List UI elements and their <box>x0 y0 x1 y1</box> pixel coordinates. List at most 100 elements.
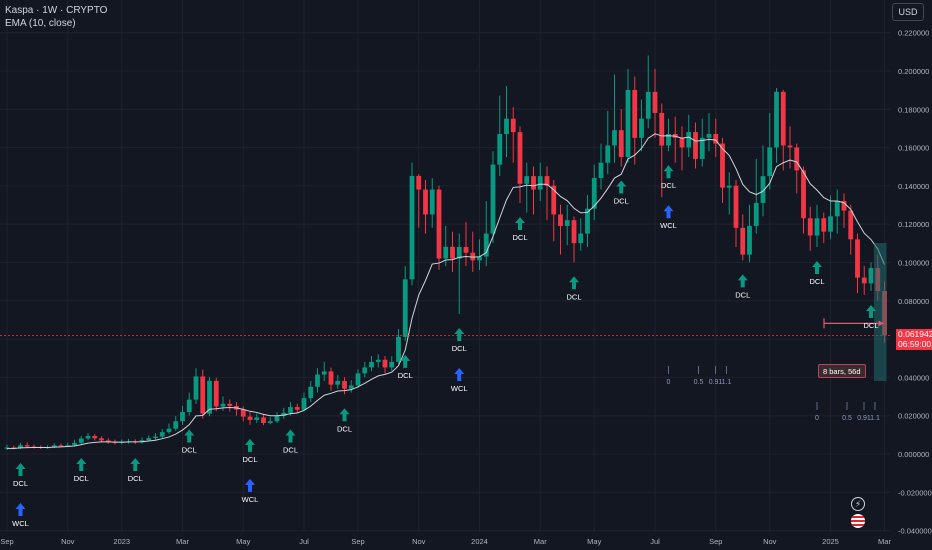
time-tick-label: Jul <box>650 537 660 546</box>
wcl-arrow-icon <box>245 478 255 492</box>
price-tick-label: 0.080000 <box>898 297 929 306</box>
signal-label: WCL <box>242 495 259 504</box>
time-axis[interactable]: Sep Nov 2023 Mar May Jul Sep Nov 2024 Mar May Jul Se… <box>0 532 891 550</box>
candle-body <box>625 89 631 157</box>
candle-body <box>335 381 341 385</box>
indicator-label[interactable]: EMA (10, close) <box>5 18 76 29</box>
candle-body <box>571 220 577 244</box>
candle-body <box>686 132 692 148</box>
candle-body <box>18 445 23 449</box>
candle-body <box>706 134 712 138</box>
time-tick-label: Nov <box>61 537 75 546</box>
price-tick-label: 0.140000 <box>898 182 929 191</box>
dcl-arrow-icon <box>663 165 674 179</box>
signal-label: DCL <box>74 474 89 483</box>
candle-body <box>409 175 415 280</box>
dcl-arrow-icon <box>812 260 822 274</box>
candle-body <box>477 256 482 261</box>
candle-body <box>396 336 401 362</box>
time-axis-bg <box>0 532 890 550</box>
candle-body <box>58 445 64 447</box>
candle-body <box>868 268 874 284</box>
candle-body <box>207 380 212 414</box>
candle-body <box>51 445 57 448</box>
fib-label: 0.91 <box>857 415 871 422</box>
signal-label: WCL <box>660 221 677 230</box>
candle-body <box>564 220 570 226</box>
candle-body <box>760 176 766 203</box>
candle-body <box>740 227 746 255</box>
candle-body <box>429 189 435 215</box>
candle-body <box>531 176 536 190</box>
candle-body <box>834 201 840 217</box>
price-axis[interactable]: 0.220000 0.200000 0.180000 0.160000 0.140000… <box>890 0 932 550</box>
candle-body <box>747 225 752 255</box>
candle-body <box>78 438 84 443</box>
candle-body <box>679 137 685 148</box>
signal-label: DCL <box>452 344 467 353</box>
candle-body <box>173 421 179 429</box>
candle-body <box>787 145 793 148</box>
candle-body <box>551 185 557 215</box>
signal-label: DCL <box>13 479 28 488</box>
fib-label: 0.5 <box>694 379 704 386</box>
fib-scales: 0 0.5 0.91 1.10 0.5 0.91 1.1 <box>667 366 880 422</box>
candle-body <box>288 407 293 413</box>
us-flag-icon[interactable] <box>851 514 865 528</box>
candle-body <box>402 279 408 337</box>
price-tick-label: 0.220000 <box>898 29 929 38</box>
last-price-tag: 0.061942 06:59:00 <box>896 329 932 350</box>
candle-body <box>227 403 233 406</box>
candle-body <box>416 175 422 190</box>
candles <box>4 55 887 450</box>
candle-body <box>645 91 651 119</box>
candle-body <box>639 118 644 138</box>
dcl-arrow-icon <box>400 354 411 368</box>
price-tick-label: 0.100000 <box>898 259 929 268</box>
price-tick-label: -0.020000 <box>898 488 932 497</box>
ema-line <box>6 133 885 450</box>
fib-label: 0 <box>815 415 819 422</box>
candle-body <box>362 367 368 374</box>
candle-body <box>537 176 543 190</box>
candle-body <box>450 246 455 259</box>
dcl-arrow-icon <box>130 458 141 472</box>
time-tick-label: 2024 <box>471 537 488 546</box>
time-tick-label: Sep <box>0 537 13 546</box>
candle-body <box>180 412 185 422</box>
candle-body <box>605 145 611 163</box>
signal-label: DCL <box>337 424 352 433</box>
candle-body <box>92 435 98 439</box>
flash-icon[interactable]: ⚡ <box>851 497 865 511</box>
fib-label: 0.91 <box>709 379 723 386</box>
time-tick-label: 2023 <box>113 537 130 546</box>
candle-body <box>659 112 665 146</box>
price-axis-bg <box>890 0 932 550</box>
currency-button[interactable]: USD <box>892 3 924 21</box>
time-tick-label: Mar <box>176 537 189 546</box>
signal-markers: DCL WCL DCL DCL DCL DCL WCL DCL DCL DCL DCL WCL DCL D… <box>12 165 879 528</box>
candle-body <box>301 398 307 410</box>
candle-body <box>470 252 476 261</box>
signal-label: DCL <box>566 292 581 301</box>
candle-body <box>99 438 104 441</box>
candle-body <box>848 210 854 240</box>
dcl-arrow-icon <box>184 429 195 443</box>
candle-body <box>733 185 739 228</box>
measure-badge: 8 bars, 56d <box>818 364 866 378</box>
candle-body <box>618 130 624 157</box>
wcl-arrow-icon <box>663 205 674 219</box>
candle-body <box>247 416 253 420</box>
fib-label: 0.5 <box>842 415 852 422</box>
candle-body <box>591 178 597 209</box>
candle-body <box>423 189 428 215</box>
candle-body <box>720 143 725 188</box>
candle-body <box>794 147 800 171</box>
dcl-arrow-icon <box>569 276 579 290</box>
signal-label: DCL <box>182 446 197 455</box>
signal-label: DCL <box>398 371 413 380</box>
symbol-title[interactable]: Kaspa · 1W · CRYPTO <box>5 5 108 16</box>
candle-body <box>294 407 300 410</box>
candle-body <box>666 134 671 146</box>
